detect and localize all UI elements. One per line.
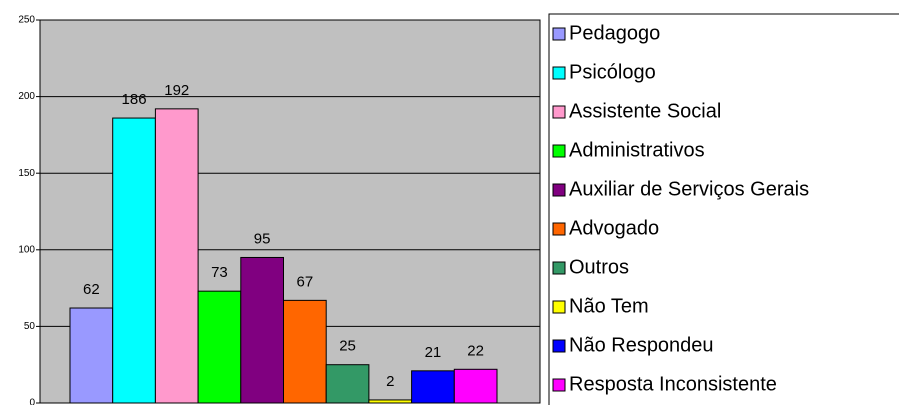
legend-swatch [552,27,566,41]
bar [368,399,413,404]
bar [112,117,156,404]
data-label: 22 [467,342,484,359]
y-tick-label: 250 [18,15,35,26]
data-label: 62 [83,281,100,298]
legend-swatch [552,261,566,275]
legend-label: Advogado [569,217,659,239]
data-label: 21 [425,344,442,361]
legend-label: Pedagogo [569,22,660,44]
data-label: 186 [122,91,147,108]
legend-swatch [552,378,566,392]
legend-box [548,13,899,405]
legend-label: Não Respondeu [569,334,714,356]
bar [240,256,285,404]
y-tick-label: 100 [18,244,35,255]
data-label: 192 [164,82,189,99]
legend-swatch [552,144,566,158]
y-tick-label: 0 [29,398,35,405]
legend-swatch [552,300,566,314]
bar [154,108,199,404]
data-label: 25 [339,338,356,355]
data-label: 67 [297,273,314,290]
legend-swatch [552,105,566,119]
legend-label: Psicólogo [569,61,656,83]
y-tick-label: 50 [24,321,36,332]
legend-label: Não Tem [569,295,649,317]
data-label: 73 [211,264,228,281]
legend-swatch [552,339,566,353]
legend-swatch [552,222,566,236]
bar [283,299,327,404]
legend-label: Assistente Social [569,100,721,122]
bar [325,364,370,404]
bar [69,307,114,404]
bar [411,370,455,404]
legend-label: Outros [569,256,629,278]
bar [197,290,242,404]
y-tick-label: 200 [18,91,35,102]
data-label: 2 [386,373,394,390]
bar [453,368,498,404]
legend-label: Administrativos [569,139,705,161]
legend-swatch [552,66,566,80]
legend-label: Resposta Inconsistente [569,373,777,395]
data-label: 95 [254,230,271,247]
y-tick-label: 150 [18,168,35,179]
legend-label: Auxiliar de Serviços Gerais [569,178,809,200]
legend-swatch [552,183,566,197]
